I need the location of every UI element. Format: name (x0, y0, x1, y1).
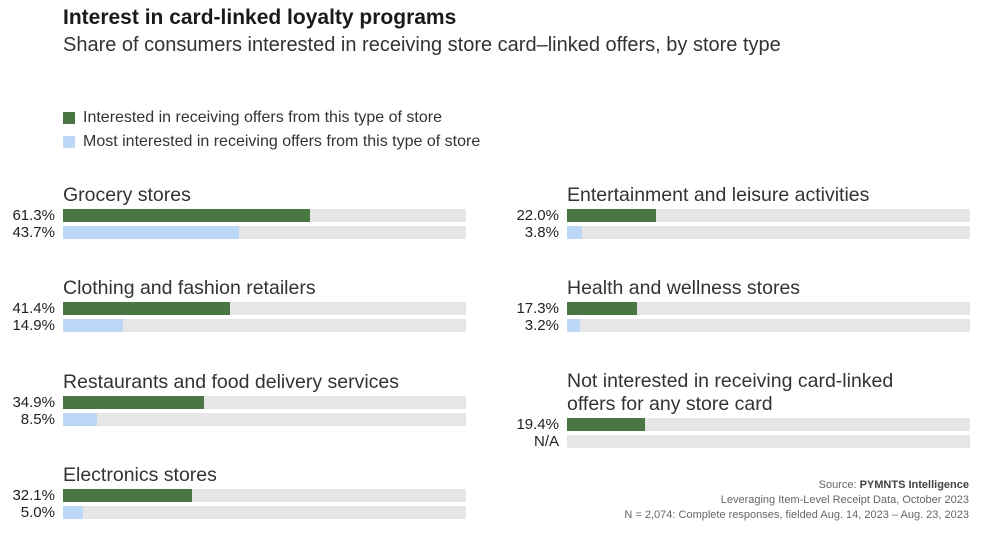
category-label: Not interested in receiving card-linked o… (567, 370, 893, 416)
category-label: Restaurants and food delivery services (63, 371, 399, 394)
bar-interested (63, 209, 311, 222)
value-label-interested: 34.9% (12, 394, 55, 411)
category-label: Grocery stores (63, 184, 191, 207)
bar-track (567, 435, 970, 448)
bar-track (63, 506, 466, 519)
value-label-interested: 61.3% (12, 207, 55, 224)
bar-row-interested: 34.9% (12, 394, 466, 411)
legend: Interested in receiving offers from this… (63, 106, 480, 154)
bar-row-most-interested: N/A (534, 433, 970, 450)
bar-row-most-interested: 5.0% (21, 504, 466, 521)
chart-title: Interest in card-linked loyalty programs (63, 6, 457, 29)
value-label-most-interested: 43.7% (12, 224, 55, 241)
bar-interested (63, 302, 230, 315)
bar-track (567, 209, 970, 222)
legend-label-interested: Interested in receiving offers from this… (83, 109, 442, 126)
value-label-most-interested: 14.9% (12, 317, 55, 334)
category-label-line: Health and wellness stores (567, 277, 801, 299)
legend-label-most-interested: Most interested in receiving offers from… (83, 133, 481, 150)
category-label: Health and wellness stores (567, 277, 800, 300)
source-note: Source: PYMNTS Intelligence Leveraging I… (624, 478, 969, 523)
category-label-line: Electronics stores (63, 464, 217, 486)
source-line-3: N = 2,074: Complete responses, fielded A… (624, 509, 969, 521)
bar-row-interested: 22.0% (516, 207, 970, 224)
bar-interested (567, 209, 656, 222)
category-label: Clothing and fashion retailers (63, 277, 316, 300)
bar-most-interested (63, 413, 98, 426)
bar-row-most-interested: 43.7% (12, 224, 466, 241)
category-label: Entertainment and leisure activities (567, 184, 869, 207)
category-label-line: Clothing and fashion retailers (63, 277, 316, 299)
category-group-restaurants-2: Restaurants and food delivery services 34… (12, 0, 466, 428)
value-label-interested: 32.1% (12, 487, 55, 504)
legend-swatch-interested (63, 112, 75, 124)
value-label-most-interested: 3.8% (524, 224, 559, 241)
bar-row-interested: 32.1% (12, 487, 466, 504)
value-label-interested: 22.0% (516, 207, 559, 224)
source-org: PYMNTS Intelligence (859, 479, 969, 491)
bar-interested (63, 489, 193, 502)
category-group-grocery-0: Grocery stores 61.3% 43.7% (12, 0, 466, 241)
legend-item-interested: Interested in receiving offers from this… (63, 106, 480, 130)
category-group-electronics-3: Electronics stores 32.1% 5.0% (12, 0, 466, 521)
category-group-entertainment-4: Entertainment and leisure activities 22.0… (516, 0, 970, 241)
value-label-most-interested: 3.2% (524, 317, 559, 334)
bar-most-interested (567, 226, 583, 239)
bar-interested (567, 302, 637, 315)
bar-most-interested (63, 226, 240, 239)
category-label-line: Grocery stores (63, 184, 191, 206)
category-label-line: Entertainment and leisure activities (567, 184, 870, 206)
bar-track (63, 319, 466, 332)
bar-row-most-interested: 8.5% (21, 411, 466, 428)
bar-row-interested: 41.4% (12, 300, 466, 317)
bar-row-most-interested: 3.8% (525, 224, 970, 241)
category-label-line: offers for any store card (567, 393, 773, 415)
bar-row-interested: 61.3% (12, 207, 466, 224)
value-label-interested: 19.4% (516, 416, 559, 433)
source-line-2: Leveraging Item-Level Receipt Data, Octo… (720, 494, 969, 506)
bar-track (567, 302, 970, 315)
bar-row-most-interested: 3.2% (525, 317, 970, 334)
value-label-most-interested: N/A (533, 433, 559, 450)
bar-track (567, 226, 970, 239)
chart-subtitle: Share of consumers interested in receivi… (63, 34, 781, 56)
bar-track (567, 319, 970, 332)
category-group-health-5: Health and wellness stores 17.3% 3.2% (516, 0, 970, 334)
bar-row-interested: 17.3% (516, 300, 970, 317)
bar-most-interested (567, 319, 580, 332)
bar-row-interested: 19.4% (516, 416, 970, 433)
bar-interested (63, 396, 204, 409)
bar-track (63, 413, 466, 426)
bar-interested (567, 418, 646, 431)
legend-swatch-most-interested (63, 136, 75, 148)
bar-most-interested (63, 319, 124, 332)
bar-most-interested (63, 506, 84, 519)
source-line-1: Source: PYMNTS Intelligence (818, 479, 969, 491)
value-label-most-interested: 5.0% (20, 504, 55, 521)
category-label: Electronics stores (63, 464, 217, 487)
value-label-most-interested: 8.5% (20, 411, 55, 428)
legend-item-most-interested: Most interested in receiving offers from… (63, 130, 480, 154)
value-label-interested: 41.4% (12, 300, 55, 317)
category-label-line: Not interested in receiving card-linked (567, 370, 894, 392)
category-group-clothing-1: Clothing and fashion retailers 41.4% 14.9% (12, 0, 466, 334)
bar-track (567, 418, 970, 431)
category-group-not-6: Not interested in receiving card-linked o… (516, 0, 970, 450)
category-label-line: Restaurants and food delivery services (63, 371, 400, 393)
bar-row-most-interested: 14.9% (12, 317, 466, 334)
value-label-interested: 17.3% (516, 300, 559, 317)
